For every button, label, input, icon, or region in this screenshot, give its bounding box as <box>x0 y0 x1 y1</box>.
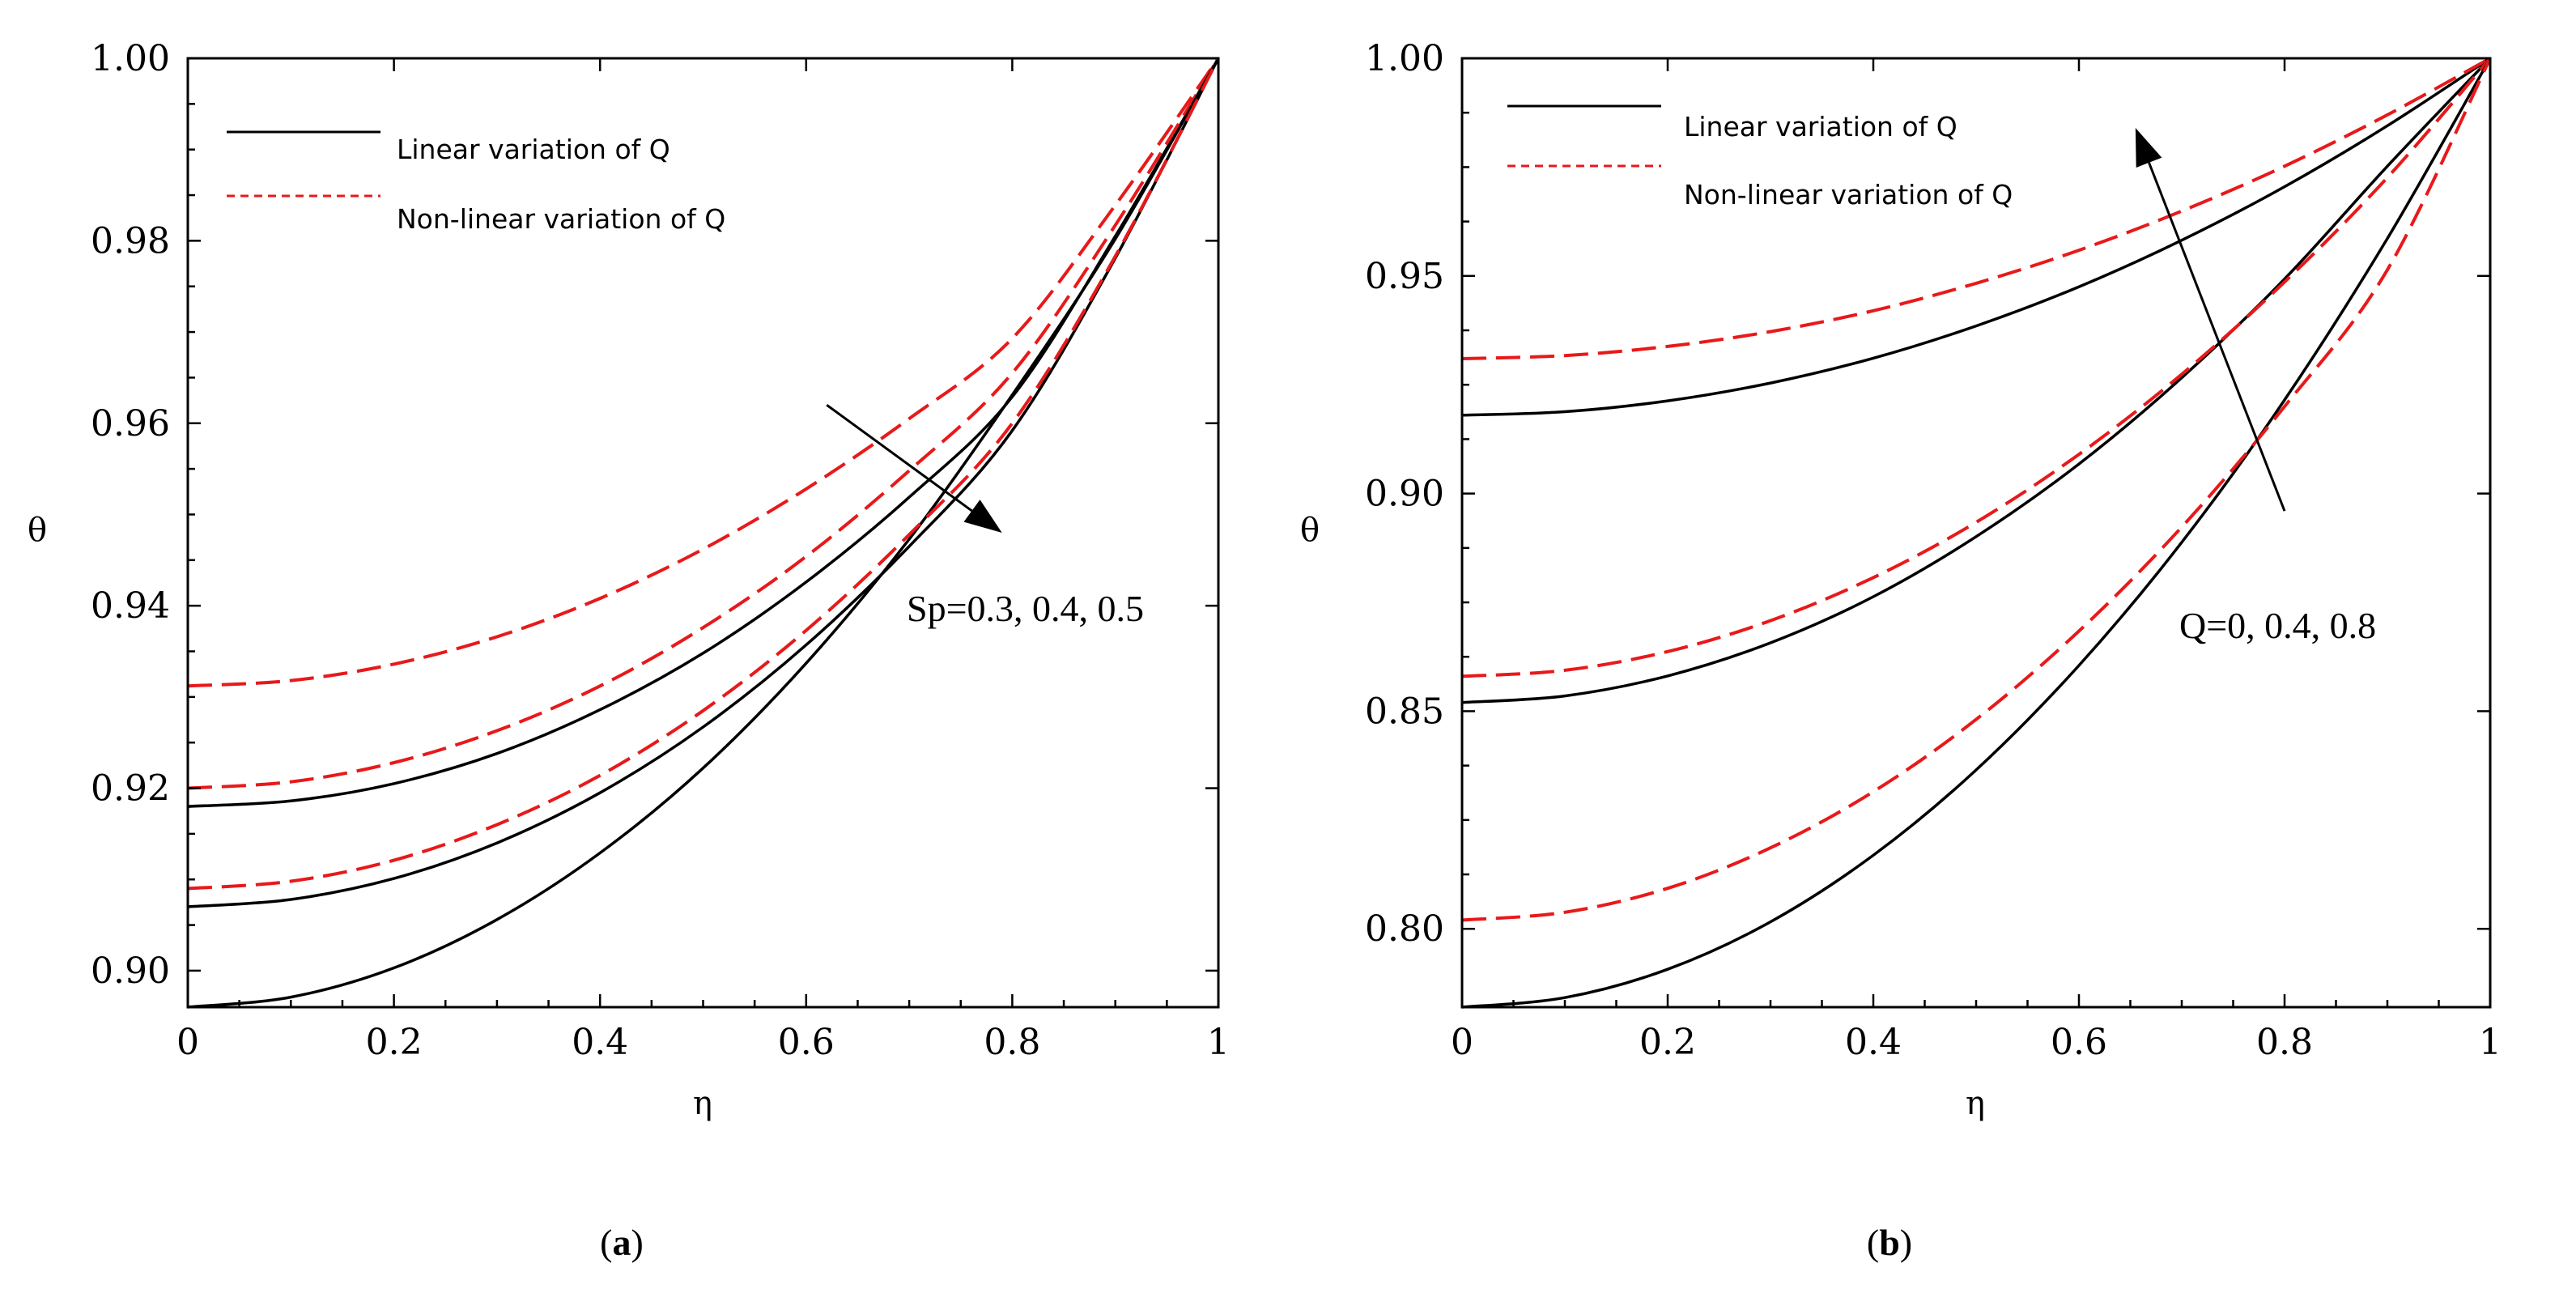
panel-b-y-tick-label: 1.00 <box>1365 38 1444 79</box>
panel-b-caption-close: ) <box>1900 1222 1912 1263</box>
panel-b-x-tick-label: 0.6 <box>2051 1022 2107 1063</box>
panel-b-caption-letter: b <box>1879 1222 1900 1263</box>
panel-a-caption-close: ) <box>631 1222 644 1263</box>
panel-a-series <box>187 57 1220 1009</box>
panel-a-y-axis-label: θ <box>28 512 47 549</box>
panel-b-series-nonlinear-1 <box>1461 57 2491 360</box>
panel-a-x-tick-label: 0.2 <box>366 1022 423 1063</box>
panel-b-caption-open: ( <box>1867 1222 1879 1263</box>
panel-a-legend-label-linear: Linear variation of Q <box>397 134 670 165</box>
panel-b: 0 0.2 0.4 0.6 0.8 1 0.80 0.85 0.90 0.95 1.00 Linea… <box>1300 38 2502 1263</box>
panel-b-x-tick-label: 1 <box>2479 1022 2502 1063</box>
panel-a-series-linear-4 <box>187 57 1220 1009</box>
panel-b-y-tick-label: 0.80 <box>1365 908 1444 950</box>
panel-a-y-tick-label: 0.94 <box>91 585 170 627</box>
panel-a-annotation-arrow <box>826 404 973 512</box>
panel-b-x-tick-label: 0 <box>1451 1022 1473 1063</box>
panel-b-legend-label-nonlinear: Non-linear variation of Q <box>1684 179 2013 210</box>
panel-a-x-tick-label: 0.8 <box>984 1022 1040 1063</box>
panel-b-caption: (b) <box>1867 1222 1912 1263</box>
panel-b-series-nonlinear-5 <box>1461 57 2492 922</box>
panel-b-x-tick-label: 0.2 <box>1639 1022 1696 1063</box>
panel-a-caption: (a) <box>600 1222 644 1263</box>
panel-a-series-nonlinear-5 <box>187 57 1220 891</box>
panel-b-x-axis-label: η <box>1966 1085 1985 1122</box>
panel-a-y-tick-label: 0.92 <box>91 768 170 810</box>
panel-a-series-nonlinear-3 <box>187 57 1220 790</box>
panel-a-caption-letter: a <box>613 1222 631 1263</box>
panel-a-x-tick-label: 0 <box>176 1022 199 1063</box>
panel-a-y-tick-label: 0.96 <box>91 403 170 444</box>
panel-b-series-linear-2 <box>1461 57 2492 704</box>
panel-b-x-tick-label: 0.4 <box>1845 1022 1902 1063</box>
panel-a-series-linear-0 <box>187 57 1220 808</box>
panel-a-legend: Linear variation of Q Non-linear variati… <box>227 130 725 235</box>
panel-b-series <box>1461 57 2492 1009</box>
panel-b-y-axis-label: θ <box>1300 512 1320 549</box>
panel-b-y-tick-label: 0.85 <box>1365 691 1444 732</box>
panel-b-legend-label-linear: Linear variation of Q <box>1684 111 1958 142</box>
panel-b-annotation-label: Q=0, 0.4, 0.8 <box>2179 605 2376 646</box>
panel-a-y-tick-label: 0.90 <box>91 950 170 992</box>
panel-b-legend: Linear variation of Q Non-linear variati… <box>1507 104 2013 210</box>
panel-a-series-linear-2 <box>187 57 1220 908</box>
panel-a-x-tick-label: 1 <box>1207 1022 1230 1063</box>
panel-b-series-linear-0 <box>1461 57 2491 417</box>
panel-b-annotation-arrowhead <box>2135 128 2162 168</box>
panel-b-annotation-arrow <box>2148 162 2286 512</box>
panel-b-x-tick-label: 0.8 <box>2256 1022 2313 1063</box>
panel-a-caption-open: ( <box>600 1222 612 1263</box>
panel-a-annotation-arrowhead <box>963 500 1002 533</box>
panel-a-annotation: Sp=0.3, 0.4, 0.5 <box>826 404 1144 629</box>
panel-b-ticks: 0 0.2 0.4 0.6 0.8 1 0.80 0.85 0.90 0.95 1.00 <box>1365 38 2502 1063</box>
panel-b-series-linear-4 <box>1461 57 2492 1009</box>
panel-a-series-nonlinear-1 <box>187 57 1220 688</box>
panel-a-x-tick-label: 0.6 <box>778 1022 835 1063</box>
panel-a: 0 0.2 0.4 0.6 0.8 1 0.90 0.92 0.94 0.96 0.98 1.00 L… <box>28 38 1230 1263</box>
panel-a-plot-frame <box>186 57 1220 1009</box>
panel-b-annotation: Q=0, 0.4, 0.8 <box>2135 128 2376 646</box>
panel-a-annotation-label: Sp=0.3, 0.4, 0.5 <box>907 588 1144 629</box>
panel-a-legend-label-nonlinear: Non-linear variation of Q <box>397 203 725 235</box>
panel-a-x-axis-label: η <box>693 1085 712 1122</box>
panel-b-y-tick-label: 0.90 <box>1365 474 1444 515</box>
panel-a-x-tick-label: 0.4 <box>572 1022 628 1063</box>
panel-b-series-nonlinear-3 <box>1461 57 2492 678</box>
panel-a-ticks: 0 0.2 0.4 0.6 0.8 1 0.90 0.92 0.94 0.96 0.98 1.00 <box>91 38 1230 1063</box>
panel-b-y-tick-label: 0.95 <box>1365 256 1444 297</box>
panel-a-y-tick-label: 1.00 <box>91 38 170 79</box>
panel-a-y-tick-label: 0.98 <box>91 220 170 262</box>
